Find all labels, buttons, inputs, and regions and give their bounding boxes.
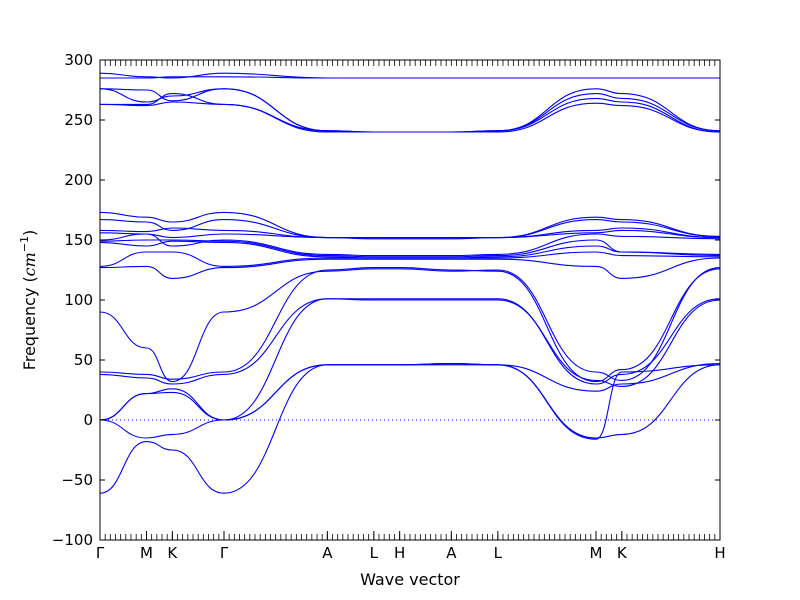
band-line-7 — [100, 211, 720, 239]
x-tick-label: M — [590, 544, 603, 562]
band-line-19 — [100, 298, 720, 421]
band-line-2 — [100, 76, 720, 79]
x-tick-label: L — [370, 544, 379, 562]
x-tick-label: A — [446, 544, 457, 562]
x-tick-label: Γ — [220, 544, 229, 562]
band-line-17 — [100, 267, 720, 383]
band-line-6 — [100, 101, 720, 133]
band-line-12 — [100, 239, 720, 258]
x-tick-label: H — [714, 544, 725, 562]
band-lines — [100, 72, 720, 494]
band-line-3 — [100, 88, 720, 133]
x-tick-label: K — [167, 544, 178, 562]
x-tick-label: H — [394, 544, 405, 562]
y-tick-label: −100 — [52, 531, 93, 549]
x-axis-label: Wave vector — [360, 570, 460, 589]
y-tick-label: 200 — [64, 171, 93, 189]
y-tick-label: 150 — [64, 231, 93, 249]
y-tick-label: 250 — [64, 111, 93, 129]
band-line-14 — [100, 251, 720, 267]
band-line-4 — [100, 88, 720, 133]
x-tick-label: A — [322, 544, 333, 562]
y-tick-label: 100 — [64, 291, 93, 309]
y-tick-label: 300 — [64, 51, 93, 69]
band-line-22 — [100, 364, 720, 494]
y-tick-labels: −100 −50 0 50 100 150 200 250 300 — [52, 51, 93, 549]
axis-ticks — [99, 59, 721, 541]
y-tick-label: −50 — [61, 471, 93, 489]
band-line-9 — [100, 227, 720, 239]
band-line-11 — [100, 233, 720, 257]
band-line-5 — [100, 93, 720, 133]
x-tick-label: Γ — [96, 544, 105, 562]
band-line-18 — [100, 298, 720, 385]
band-line-15 — [100, 257, 720, 279]
y-tick-label: 50 — [74, 351, 93, 369]
band-line-16 — [100, 267, 720, 383]
x-tick-label: L — [494, 544, 503, 562]
y-tick-label: 0 — [83, 411, 93, 429]
plot-frame — [99, 59, 721, 541]
band-line-10 — [100, 229, 720, 240]
x-tick-label: K — [617, 544, 628, 562]
x-tick-label: M — [140, 544, 153, 562]
y-axis-label: Frequency (cm−1) — [18, 230, 39, 371]
